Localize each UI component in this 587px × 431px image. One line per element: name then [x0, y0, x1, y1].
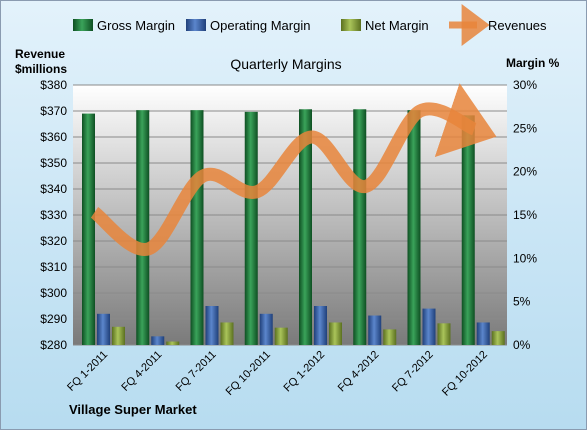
gross-margin-bar — [244, 111, 258, 345]
left-tick-label: $380 — [40, 78, 67, 92]
revenue-line-path — [90, 83, 497, 256]
left-tick-label: $320 — [40, 234, 67, 248]
legend-swatch-net-margin — [341, 19, 361, 31]
right-tick-label: 5% — [513, 295, 531, 309]
x-tick-label: FQ 4-2011 — [119, 349, 164, 394]
net-margin-bar — [274, 327, 288, 345]
x-tick-label: FQ 10-2011 — [224, 349, 273, 398]
right-tick-label: 20% — [513, 165, 537, 179]
left-tick-label: $310 — [40, 260, 67, 274]
legend: Gross Margin Operating Margin Net Margin… — [73, 4, 547, 46]
operating-margin-bar — [259, 313, 273, 345]
footer-company-name: Village Super Market — [69, 402, 197, 417]
revenue-line — [90, 83, 497, 256]
left-tick-label: $290 — [40, 312, 67, 326]
left-axis-label-line2: $millions — [15, 62, 67, 76]
left-axis-label-line1: Revenue — [15, 47, 65, 61]
legend-label-gross-margin: Gross Margin — [97, 18, 175, 33]
right-axis-ticks: 0% 5% 10% 15% 20% 25% 30% — [513, 78, 537, 352]
left-tick-label: $370 — [40, 104, 67, 118]
legend-swatch-operating-margin — [186, 19, 206, 31]
right-tick-label: 15% — [513, 208, 537, 222]
operating-margin-bar — [151, 336, 165, 345]
gross-margin-bar — [353, 109, 367, 346]
x-axis-ticks: FQ 1-2011 FQ 4-2011 FQ 7-2011 FQ 10-2011 FQ … — [65, 349, 490, 399]
gross-margin-bar — [299, 109, 312, 346]
net-margin-bar — [383, 329, 397, 345]
operating-margin-bar — [205, 306, 219, 345]
operating-margin-bar — [314, 306, 327, 345]
left-tick-label: $340 — [40, 182, 67, 196]
operating-margin-bar — [97, 313, 110, 345]
x-tick-label: FQ 1-2011 — [65, 349, 110, 394]
net-margin-bar — [166, 341, 180, 345]
net-margin-bar — [220, 322, 234, 345]
chart-title: Quarterly Margins — [230, 56, 341, 72]
operating-margin-bar — [476, 322, 490, 345]
right-tick-label: 0% — [513, 338, 531, 352]
x-tick-label: FQ 7-2012 — [390, 349, 436, 395]
left-axis-ticks: $280 $290 $300 $310 $320 $330 $340 $350 $360 $370… — [40, 78, 67, 352]
left-tick-label: $280 — [40, 338, 67, 352]
left-tick-label: $300 — [40, 286, 67, 300]
gross-margin-bar — [136, 110, 150, 345]
net-margin-bar — [112, 326, 125, 345]
left-tick-label: $330 — [40, 208, 67, 222]
x-tick-label: FQ 1-2012 — [282, 349, 328, 395]
gross-margin-bar — [461, 115, 475, 345]
legend-label-revenues: Revenues — [488, 18, 547, 33]
legend-label-operating-margin: Operating Margin — [210, 18, 310, 33]
x-tick-label: FQ 4-2012 — [336, 349, 382, 395]
left-tick-label: $350 — [40, 156, 67, 170]
right-tick-label: 10% — [513, 251, 537, 265]
operating-margin-bar — [368, 315, 382, 345]
x-tick-label: FQ 10-2012 — [440, 349, 490, 399]
net-margin-bar — [491, 331, 505, 345]
net-margin-bar — [329, 322, 342, 345]
legend-swatch-gross-margin — [73, 19, 93, 31]
gross-margin-bar — [190, 110, 204, 345]
net-margin-bar — [437, 323, 451, 345]
left-tick-label: $360 — [40, 130, 67, 144]
right-tick-label: 30% — [513, 78, 537, 92]
x-tick-label: FQ 7-2011 — [174, 349, 219, 394]
right-axis-label: Margin % — [506, 56, 560, 70]
right-tick-label: 25% — [513, 121, 537, 135]
bar-series — [82, 109, 505, 346]
operating-margin-bar — [422, 308, 436, 345]
legend-label-net-margin: Net Margin — [365, 18, 429, 33]
gross-margin-bar — [82, 113, 95, 345]
gross-margin-bar — [407, 110, 421, 345]
